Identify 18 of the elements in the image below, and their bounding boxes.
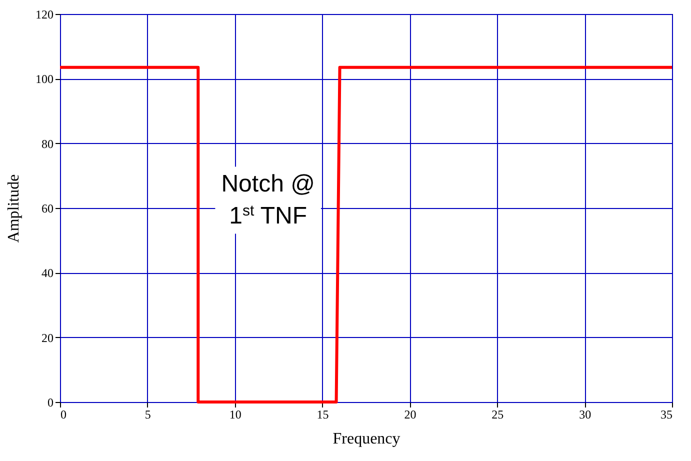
x-tick-label: 25 [492,408,504,422]
y-tick-label: 0 [48,396,54,410]
x-tick-label: 5 [144,408,151,422]
y-tick-label: 100 [36,72,54,86]
x-tick-label: 20 [404,408,416,422]
y-axis-title: Amplitude [6,174,22,243]
x-tick-label: 10 [229,408,242,422]
y-tick-label: 80 [42,136,54,151]
x-tick-label: 35 [660,408,672,422]
x-tick-label: 30 [579,408,592,422]
x-axis-title: Frequency [332,430,400,448]
y-tick-label: 40 [42,266,54,280]
annotation: Notch @ 1$^{st}$ TNF [221,170,315,230]
x-tick-label: 0 [60,408,66,422]
y-tick-label: 120 [36,8,54,22]
x-tick-label: 15 [316,408,329,422]
y-tick-label: 20 [42,330,54,345]
y-tick-label: 60 [42,202,54,216]
